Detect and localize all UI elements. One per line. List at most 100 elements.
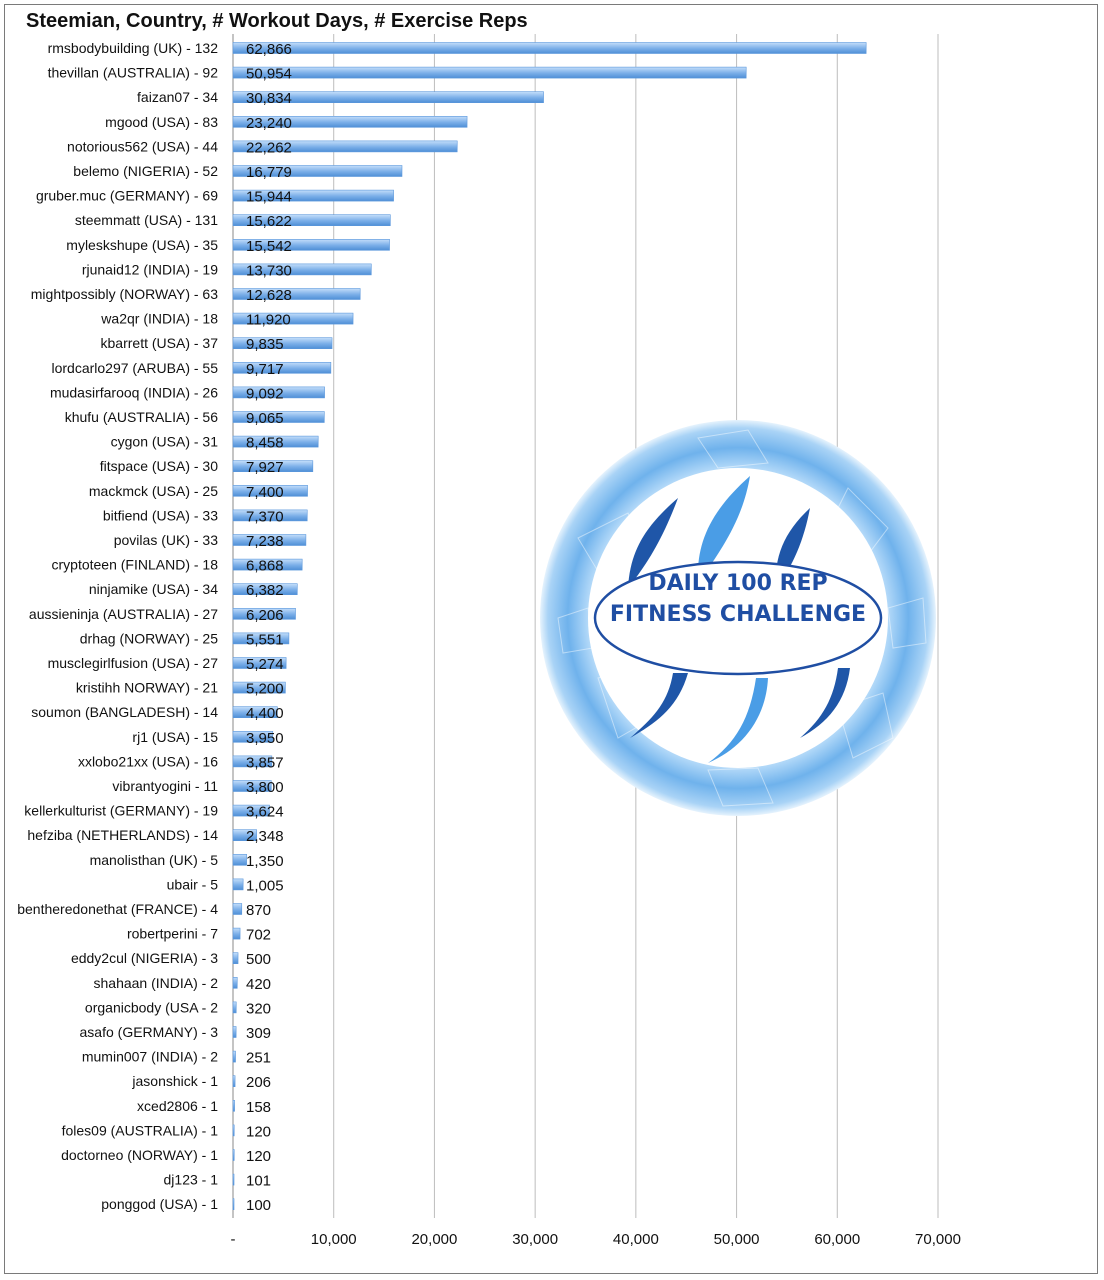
category-label: kbarrett (USA) - 37	[101, 335, 219, 351]
data-label: 6,206	[246, 607, 284, 624]
data-label: 6,382	[246, 582, 284, 599]
x-tick-label: 20,000	[411, 1231, 457, 1248]
bar	[232, 1149, 235, 1161]
category-label: bitfiend (USA) - 33	[103, 507, 218, 523]
data-label: 13,730	[246, 262, 292, 279]
data-label: 16,779	[246, 164, 292, 181]
category-label: musclegirlfusion (USA) - 27	[48, 655, 219, 671]
data-label: 870	[246, 902, 271, 919]
data-label: 158	[246, 1099, 271, 1116]
category-label: eddy2cul (NIGERIA) - 3	[71, 950, 218, 966]
challenge-emblem: DAILY 100 REP FITNESS CHALLENGE	[540, 420, 936, 816]
data-label: 7,400	[246, 484, 284, 501]
category-label: hefziba (NETHERLANDS) - 14	[27, 827, 218, 843]
data-label: 9,717	[246, 361, 284, 378]
data-label: 206	[246, 1074, 271, 1091]
category-label: manolisthan (UK) - 5	[90, 852, 219, 868]
data-label: 101	[246, 1173, 271, 1190]
category-label: steemmatt (USA) - 131	[75, 212, 218, 228]
data-label: 12,628	[246, 287, 292, 304]
bar	[232, 312, 354, 325]
data-label: 7,238	[246, 533, 284, 550]
data-label: 15,542	[246, 238, 292, 255]
swoosh-left-bottom-icon	[630, 673, 688, 738]
data-label: 15,944	[246, 189, 292, 206]
category-label: ninjamike (USA) - 34	[89, 581, 218, 597]
x-tick-label: 30,000	[512, 1231, 558, 1248]
data-label: 7,927	[246, 459, 284, 476]
bar	[232, 534, 307, 546]
category-label: belemo (NIGERIA) - 52	[73, 163, 218, 179]
data-label: 22,262	[246, 139, 292, 156]
category-label: doctorneo (NORWAY) - 1	[61, 1147, 218, 1163]
emblem-label-oval	[593, 560, 883, 676]
bar	[232, 337, 333, 350]
chart-frame	[4, 4, 1098, 1274]
category-label: mgood (USA) - 83	[105, 114, 218, 130]
bar	[232, 411, 325, 423]
bar	[232, 435, 319, 448]
data-label: 50,954	[246, 66, 292, 83]
x-tick-label: -	[231, 1231, 236, 1248]
bar	[232, 583, 298, 596]
category-label: ubair - 5	[167, 876, 219, 892]
category-label: povilas (UK) - 33	[114, 532, 218, 548]
data-label: 120	[246, 1123, 271, 1140]
category-label: fitspace (USA) - 30	[100, 458, 218, 474]
bar	[232, 1026, 237, 1038]
category-label: kellerkulturist (GERMANY) - 19	[24, 803, 218, 819]
bar	[232, 116, 468, 128]
bar	[232, 976, 238, 989]
data-label: 120	[246, 1148, 271, 1165]
data-label: 5,274	[246, 656, 284, 673]
bar	[232, 657, 287, 669]
data-label: 9,835	[246, 336, 284, 353]
data-label: 309	[246, 1025, 271, 1042]
data-label: 2,348	[246, 828, 284, 845]
bar	[232, 804, 270, 817]
bar	[232, 1075, 236, 1087]
data-label: 420	[246, 976, 271, 993]
data-label: 9,065	[246, 410, 284, 427]
category-label: mumin007 (INDIA) - 2	[82, 1049, 218, 1065]
category-label: organicbody (USA - 2	[85, 999, 218, 1015]
bar	[232, 509, 308, 522]
bar	[232, 91, 544, 103]
data-label: 702	[246, 927, 271, 944]
bar	[232, 1001, 237, 1014]
bar	[232, 165, 403, 177]
bar	[232, 755, 273, 768]
bar	[232, 878, 244, 891]
bar	[232, 239, 390, 251]
bar	[232, 263, 372, 276]
bar	[232, 780, 272, 792]
bar	[232, 607, 296, 620]
category-label: lordcarlo297 (ARUBA) - 55	[51, 360, 218, 376]
category-label: gruber.muc (GERMANY) - 69	[36, 188, 218, 204]
data-label: 15,622	[246, 213, 292, 230]
category-label: wa2qr (INDIA) - 18	[100, 311, 218, 327]
bar	[232, 558, 303, 571]
bar	[232, 288, 361, 300]
category-label: notorious562 (USA) - 44	[67, 138, 218, 154]
category-label: kristihh NORWAY) - 21	[76, 680, 218, 696]
category-label: thevillan (AUSTRALIA) - 92	[48, 65, 219, 81]
data-label: 8,458	[246, 435, 284, 452]
data-label: 1,350	[246, 853, 284, 870]
bar	[232, 1173, 235, 1186]
category-label: aussieninja (AUSTRALIA) - 27	[29, 606, 218, 622]
category-label: khufu (AUSTRALIA) - 56	[65, 409, 218, 425]
bar	[232, 189, 394, 202]
bar	[232, 1198, 235, 1210]
bar	[232, 829, 257, 842]
category-label: rj1 (USA) - 15	[132, 729, 218, 745]
bar	[232, 361, 332, 374]
category-label: jasonshick - 1	[131, 1073, 218, 1089]
category-label: rmsbodybuilding (UK) - 132	[48, 40, 219, 56]
bar	[232, 42, 867, 54]
data-label: 100	[246, 1197, 271, 1214]
data-label: 4,400	[246, 705, 284, 722]
category-label: xced2806 - 1	[137, 1098, 218, 1114]
emblem-ring-pattern	[557, 429, 927, 807]
data-label: 5,551	[246, 631, 284, 648]
